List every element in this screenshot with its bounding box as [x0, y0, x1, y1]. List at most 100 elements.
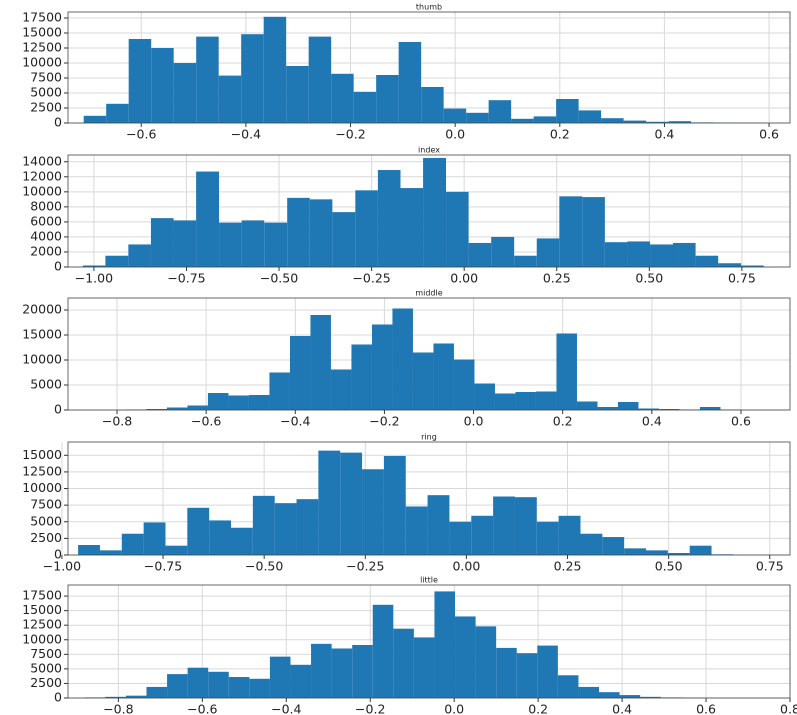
x-tick-label: 0.4 — [612, 702, 632, 715]
x-tick-label: −0.75 — [167, 271, 205, 286]
panel-title: middle — [415, 289, 442, 298]
bar — [619, 695, 641, 698]
x-tick-label: 0.2 — [550, 127, 570, 142]
bar — [576, 401, 598, 410]
y-tick-label: 14000 — [22, 153, 62, 168]
bar — [311, 643, 332, 698]
bar — [150, 218, 174, 267]
y-tick-label: 2000 — [30, 243, 62, 258]
bar — [286, 66, 309, 123]
y-tick-label: 15000 — [22, 602, 62, 617]
bar — [514, 255, 537, 267]
x-tick-label: −0.25 — [352, 271, 390, 286]
bar — [597, 407, 618, 410]
bar — [218, 75, 242, 123]
bar — [604, 242, 628, 267]
y-tick-label: 7500 — [30, 497, 62, 512]
bar — [559, 196, 583, 267]
bar — [228, 395, 249, 410]
bar — [413, 637, 435, 698]
bar — [650, 244, 673, 267]
plot-frame — [67, 154, 791, 268]
x-tick-label: 0.2 — [528, 702, 548, 715]
bar — [599, 692, 620, 698]
y-tick-label: 12500 — [22, 463, 62, 478]
bar — [582, 197, 605, 267]
y-tick-label: 15000 — [22, 25, 62, 40]
x-tick-label: −0.8 — [102, 414, 132, 429]
y-tick-label: 10000 — [22, 183, 62, 198]
bar — [646, 550, 668, 555]
bar — [228, 677, 250, 698]
bar — [173, 63, 197, 123]
x-tick-label: 0.0 — [445, 127, 465, 142]
y-tick-label: 0 — [54, 402, 62, 417]
x-tick-label: 0.00 — [450, 271, 478, 286]
bar — [443, 108, 467, 123]
bar — [219, 222, 242, 267]
x-tick-label: 0.2 — [553, 414, 573, 429]
bar — [449, 521, 472, 555]
bar — [106, 103, 129, 123]
bar — [331, 73, 354, 123]
bar — [511, 118, 534, 123]
y-tick-label: 7500 — [30, 70, 62, 85]
y-tick-label: 0 — [54, 115, 62, 130]
bar — [99, 550, 122, 555]
x-tick-label: −0.50 — [245, 559, 283, 574]
y-tick-label: 10000 — [22, 480, 62, 495]
bar — [427, 495, 450, 555]
x-tick-label: −0.6 — [191, 414, 221, 429]
bar — [209, 520, 232, 555]
y-tick-label: 20000 — [22, 302, 62, 317]
bar — [355, 190, 378, 267]
y-tick-label: 2500 — [30, 100, 62, 115]
x-tick-label: 0.6 — [759, 127, 779, 142]
x-tick-label: 0.8 — [780, 702, 797, 715]
bar — [580, 533, 603, 555]
bar — [423, 158, 447, 267]
bar — [658, 409, 680, 410]
bar — [488, 100, 512, 123]
bar — [263, 16, 287, 123]
y-tick-label: 5000 — [30, 513, 62, 528]
bar — [446, 191, 469, 267]
bar — [208, 671, 229, 698]
y-tick-label: 8000 — [30, 198, 62, 213]
panel: middle 0 5000 10000 15000 20000 −0.8 −0.6 −0.4 −0… — [22, 289, 791, 429]
x-tick-label: −0.50 — [260, 271, 298, 286]
bar — [400, 188, 424, 267]
bar — [536, 238, 560, 267]
x-tick-label: −0.8 — [103, 702, 133, 715]
bar — [383, 455, 406, 555]
bar — [340, 452, 363, 555]
bar — [602, 537, 625, 555]
bar — [474, 383, 495, 410]
bar — [78, 545, 100, 555]
y-tick-label: 5000 — [30, 85, 62, 100]
bar — [196, 171, 220, 267]
bar — [318, 450, 341, 555]
bar — [82, 265, 106, 267]
bar — [252, 495, 275, 555]
x-tick-label: −0.4 — [280, 414, 310, 429]
bar — [351, 344, 372, 410]
y-tick-label: 15000 — [22, 327, 62, 342]
y-tick-label: 10000 — [22, 55, 62, 70]
bar — [741, 265, 764, 267]
bar — [405, 506, 428, 555]
bar — [556, 99, 579, 123]
bar — [330, 369, 352, 410]
bar — [287, 197, 310, 267]
bar — [371, 324, 393, 410]
bar — [515, 392, 536, 410]
bar — [289, 336, 311, 410]
bar — [241, 34, 264, 124]
bar — [601, 118, 624, 123]
bar — [269, 656, 291, 698]
bar — [627, 241, 651, 267]
bar — [453, 359, 475, 410]
